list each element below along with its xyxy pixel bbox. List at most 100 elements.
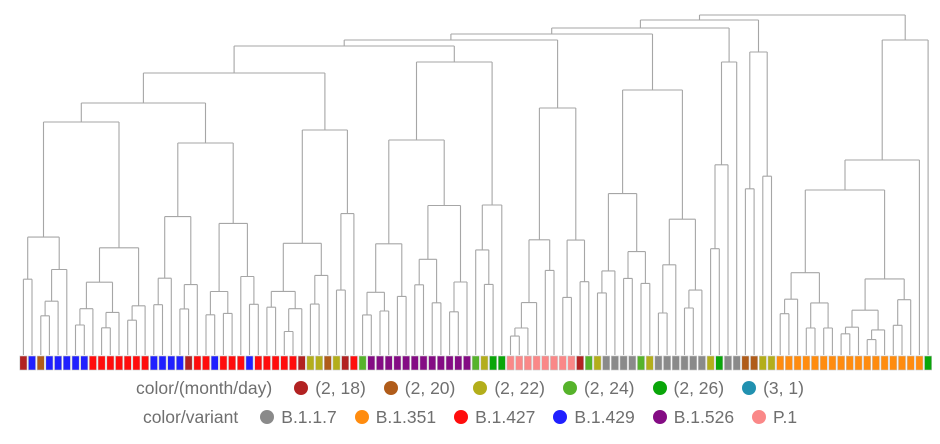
leaf-cell [89, 355, 97, 371]
legend-label: B.1.429 [574, 406, 635, 427]
leaf-cell [776, 355, 785, 371]
legend-item: P.1 [752, 407, 797, 428]
leaf-cell [663, 355, 671, 371]
legend-items-variant: B.1.1.7 B.1.351 B.1.427 B.1.429 B.1.526 P.1 [260, 407, 797, 428]
leaf-cell [480, 355, 489, 371]
legend-label: P.1 [773, 406, 798, 427]
legend-label: (2, 20) [404, 377, 456, 398]
legend-label: (2, 18) [315, 377, 366, 398]
legend-row-month-day: color/(month/day) (2, 18) (2, 20) (2, 22) (… [136, 375, 804, 401]
leaf-cell [436, 355, 445, 371]
legend-label: B.1.427 [475, 406, 536, 427]
dendrogram-lines [22, 14, 929, 355]
leaf-cell [489, 355, 497, 371]
leaf-cell [758, 355, 767, 371]
leaf-cell [523, 355, 532, 371]
leaf-cell [384, 355, 393, 371]
leaf-cell [532, 355, 541, 371]
leaf-cell [254, 355, 263, 371]
leaf-cell [811, 355, 819, 371]
leaf-cell [280, 355, 289, 371]
legend-item: (2, 26) [652, 377, 725, 399]
leaf-cell [567, 355, 576, 371]
leaf-cell [610, 355, 619, 371]
leaf-cell [332, 355, 341, 371]
leaf-cell [97, 355, 106, 371]
leaf-cell [750, 355, 758, 371]
leaf-cell [71, 355, 80, 371]
leaf-cell [497, 355, 506, 371]
leaf-cell [637, 355, 645, 371]
leaf-cell [784, 355, 793, 371]
legend-row-variant: color/variant B.1.1.7 B.1.351 B.1.427 B.1.4… [143, 404, 797, 430]
leaf-cell [515, 355, 524, 371]
leaf-cell [471, 355, 480, 371]
leaf-cell [706, 355, 715, 371]
legend-swatch-icon [752, 410, 767, 424]
legend-swatch-icon [652, 381, 667, 395]
leaf-cell [428, 355, 437, 371]
tree-branches [22, 14, 929, 355]
leaf-cell [306, 355, 315, 371]
leaf-cell [410, 355, 419, 371]
leaf-cell [880, 355, 889, 371]
leaf-cell [828, 355, 837, 371]
legend-swatch-icon [473, 381, 488, 395]
legend-item: (2, 24) [562, 377, 635, 399]
leaf-cell [202, 355, 210, 371]
leaf-cell [845, 355, 854, 371]
leaf-cell [271, 355, 280, 371]
legend-item: B.1.351 [354, 407, 436, 428]
legend-label: (2, 22) [494, 377, 545, 398]
leaf-cell [358, 355, 367, 371]
leaf-cell [349, 355, 358, 371]
leaf-cell [210, 355, 219, 371]
leaf-cell [123, 355, 132, 371]
legend-label: B.1.526 [673, 406, 735, 427]
legend-label: (2, 26) [673, 377, 725, 398]
leaf-cell [732, 355, 741, 371]
legend-item: (3, 1) [742, 378, 804, 399]
leaf-cell [802, 355, 811, 371]
legend-row-title: color/(month/day) [136, 377, 273, 398]
legend-item: (2, 18) [294, 378, 366, 399]
leaf-cell [106, 355, 115, 371]
leaf-cell [237, 355, 245, 371]
leaf-cell [506, 355, 515, 371]
leaf-cell [671, 355, 680, 371]
leaf-cell [837, 355, 845, 371]
leaf-cell [889, 355, 898, 371]
leaf-color-strip [19, 355, 932, 371]
leaf-cell [619, 355, 628, 371]
leaf-cell [924, 355, 932, 371]
leaf-cell [915, 355, 924, 371]
leaf-cell [419, 355, 428, 371]
leaf-cell [454, 355, 463, 371]
leaf-cell [445, 355, 454, 371]
legend-label: (2, 24) [583, 377, 635, 398]
leaf-cell [262, 355, 271, 371]
legend-swatch-icon [383, 381, 398, 395]
legend-swatch-icon [562, 381, 577, 395]
legend-swatch-icon [354, 410, 369, 424]
leaf-cell [341, 355, 350, 371]
legend-label: B.1.1.7 [281, 406, 337, 427]
leaf-cell [245, 355, 254, 371]
legend-item: (2, 20) [383, 377, 456, 399]
leaf-cell [863, 355, 872, 371]
leaf-cell [45, 355, 54, 371]
leaf-cell [541, 355, 550, 371]
leaf-cell [576, 355, 584, 371]
leaf-cell [767, 355, 776, 371]
leaf-cell [906, 355, 915, 371]
legend-swatch-icon [553, 410, 568, 424]
leaf-cell [141, 355, 149, 371]
leaf-cell [184, 355, 193, 371]
leaf-cell [367, 355, 376, 371]
leaf-cell [150, 355, 158, 371]
legend-item: (2, 22) [473, 378, 545, 399]
leaf-cell [36, 355, 45, 371]
legend-swatch-icon [742, 381, 757, 395]
legend-item: B.1.526 [652, 406, 735, 428]
